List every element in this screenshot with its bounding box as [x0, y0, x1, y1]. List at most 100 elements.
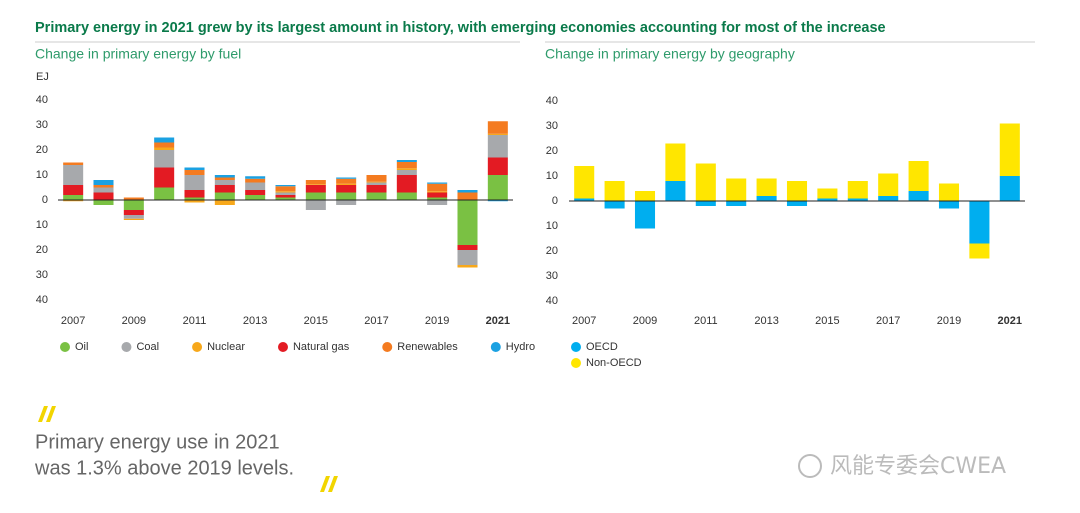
watermark-icon — [798, 454, 822, 478]
bar-segment — [214, 180, 235, 185]
bar-segment — [427, 192, 448, 198]
bar-segment — [457, 200, 478, 245]
bar-segment — [154, 150, 175, 168]
bar-segment — [487, 157, 508, 175]
bar-segment — [275, 197, 296, 200]
legend-label: Hydro — [506, 341, 535, 353]
bar-segment — [154, 167, 175, 188]
bar-segment — [847, 181, 868, 199]
bar-segment — [336, 178, 357, 184]
bar-segment — [93, 192, 114, 200]
bar-segment — [908, 191, 929, 201]
page-title: Primary energy in 2021 grew by its large… — [35, 20, 886, 36]
y-tick-label: 0 — [42, 194, 48, 206]
x-tick-label: 2021 — [486, 315, 510, 327]
bar-segment — [63, 165, 84, 185]
bar-segment — [63, 185, 84, 195]
bar-segment — [336, 183, 357, 185]
bar-segment — [427, 183, 448, 192]
y-tick-label: 30 — [546, 120, 558, 132]
y-tick-label: 40 — [546, 295, 558, 307]
y-axis-label: EJ — [36, 71, 49, 83]
bar-segment — [756, 196, 777, 201]
legend-swatch — [121, 342, 132, 352]
bar-segment — [487, 135, 508, 158]
legend-label: OECD — [586, 341, 618, 353]
watermark: 风能专委会CWEA — [830, 454, 1006, 479]
bar-segment — [457, 245, 478, 250]
x-tick-label: 2007 — [572, 315, 596, 327]
x-tick-label: 2019 — [937, 315, 961, 327]
bar-segment — [336, 185, 357, 193]
legend-swatch — [277, 342, 288, 352]
bar-segment — [93, 187, 114, 193]
bar-segment — [123, 215, 144, 219]
x-tick-label: 2013 — [754, 315, 778, 327]
bar-segment — [154, 147, 175, 150]
bar-segment — [756, 178, 777, 196]
bar-segment — [93, 200, 114, 205]
bar-segment — [695, 201, 716, 206]
bar-segment — [214, 177, 235, 180]
y-tick-label: 20 — [36, 244, 48, 256]
x-tick-label: 2017 — [876, 315, 900, 327]
bar-segment — [427, 182, 448, 184]
bar-segment — [214, 175, 235, 178]
bar-segment — [93, 185, 114, 188]
bar-segment — [726, 201, 747, 206]
y-tick-label: 40 — [36, 294, 48, 306]
y-tick-label: 30 — [36, 119, 48, 131]
bar-segment — [457, 190, 478, 193]
bar-segment — [396, 170, 417, 175]
bar-segment — [487, 175, 508, 200]
quote-line: was 1.3% above 2019 levels. — [34, 457, 294, 479]
bar-segment — [305, 200, 326, 210]
y-tick-label: 20 — [546, 145, 558, 157]
bar-segment — [275, 185, 296, 187]
bar-segment — [336, 192, 357, 200]
bar-segment — [634, 201, 656, 229]
bar-segment — [63, 195, 84, 200]
bar-segment — [184, 200, 205, 203]
x-tick-label: 2019 — [425, 315, 449, 327]
bar-segment — [457, 192, 478, 200]
bar-segment — [427, 191, 448, 193]
legend-swatch — [571, 342, 581, 352]
bar-segment — [908, 161, 929, 191]
quote-line: Primary energy use in 2021 — [35, 431, 280, 453]
bar-segment — [214, 192, 235, 200]
x-tick-label: 2007 — [61, 315, 85, 327]
bar-segment — [184, 197, 205, 200]
y-tick-label: 30 — [546, 270, 558, 282]
bar-segment — [938, 201, 960, 209]
bar-segment — [366, 182, 387, 185]
bar-segment — [396, 175, 417, 193]
bar-segment — [396, 192, 417, 200]
bar-segment — [184, 167, 205, 170]
bar-segment — [969, 201, 990, 244]
legend-swatch — [60, 342, 70, 352]
bar-segment — [154, 142, 175, 148]
legend-label: Coal — [136, 341, 159, 353]
bar-segment — [999, 176, 1020, 201]
bar-segment — [457, 265, 478, 268]
y-tick-label: 0 — [552, 195, 558, 207]
bar-segment — [847, 198, 868, 201]
bar-segment — [305, 180, 326, 185]
bar-segment — [245, 182, 266, 190]
x-tick-label: 2011 — [694, 315, 718, 327]
y-tick-label: 20 — [546, 245, 558, 257]
y-tick-label: 10 — [36, 219, 48, 231]
bar-segment — [154, 137, 175, 143]
legend-swatch — [192, 342, 203, 352]
bar-segment — [487, 200, 508, 202]
bar-segment — [275, 195, 296, 198]
bar-segment — [336, 200, 357, 205]
bar-segment — [275, 186, 296, 192]
bar-segment — [245, 176, 266, 179]
chart-title: Change in primary energy by fuel — [35, 46, 241, 62]
bar-segment — [123, 197, 144, 200]
x-tick-label: 2009 — [122, 315, 146, 327]
bar-segment — [123, 210, 144, 215]
